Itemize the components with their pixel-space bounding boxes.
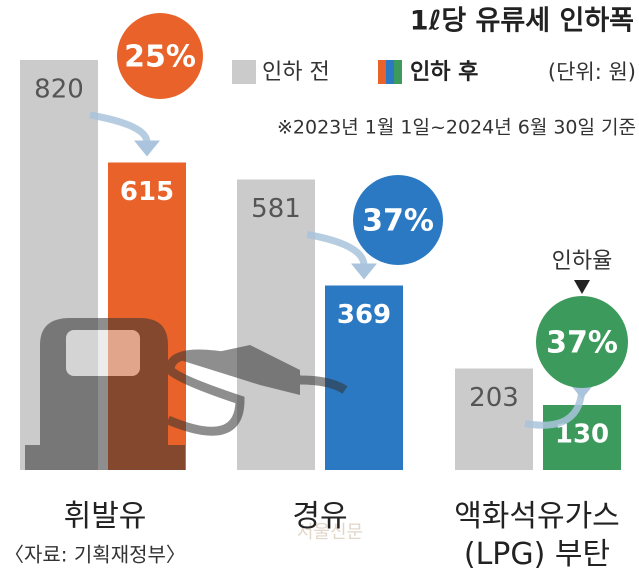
pump-gauge	[66, 330, 140, 376]
legend-swatch	[378, 60, 402, 84]
pump-base	[25, 445, 185, 470]
annotation: 인하율	[552, 249, 613, 274]
source: 〈자료: 기획재정부〉	[4, 543, 186, 567]
chart-title: 1ℓ당 유류세 인하폭	[410, 6, 634, 37]
arrowhead	[134, 140, 160, 157]
pump-illustration	[25, 318, 348, 470]
pump-nozzle	[180, 345, 300, 395]
rate-circle	[117, 13, 203, 99]
pump-hose	[165, 349, 348, 436]
x-tick-label: 액화석유가스 (LPG) 부탄	[454, 499, 620, 572]
value-label: 203	[469, 383, 519, 413]
legend-swatch	[232, 60, 256, 84]
arrow	[89, 111, 151, 144]
arrowhead	[351, 263, 377, 280]
value-label: 369	[337, 300, 391, 330]
rate-circle	[353, 175, 443, 265]
bar	[455, 368, 533, 470]
value-label: 615	[120, 177, 174, 207]
rate-label: 37%	[546, 326, 618, 361]
arrow	[306, 231, 368, 267]
bar	[543, 405, 621, 470]
legend-label: 인하 후	[410, 60, 478, 85]
rate-label: 25%	[124, 40, 196, 75]
x-tick-label: 경유	[292, 499, 348, 534]
rate-label: 37%	[362, 204, 434, 239]
legend-label: 인하 전	[262, 60, 330, 85]
rate-circle	[536, 296, 628, 388]
watermark: 서울신문	[297, 522, 363, 543]
note: ※2023년 1월 1일~2024년 6월 30일 기준	[277, 117, 636, 139]
bar	[237, 179, 315, 470]
annotation-pointer	[574, 280, 590, 294]
value-label: 581	[251, 194, 301, 224]
unit: (단위: 원)	[548, 60, 636, 84]
x-tick-label: 휘발유	[63, 499, 147, 534]
bar	[325, 285, 403, 470]
value-label: 820	[34, 75, 84, 105]
